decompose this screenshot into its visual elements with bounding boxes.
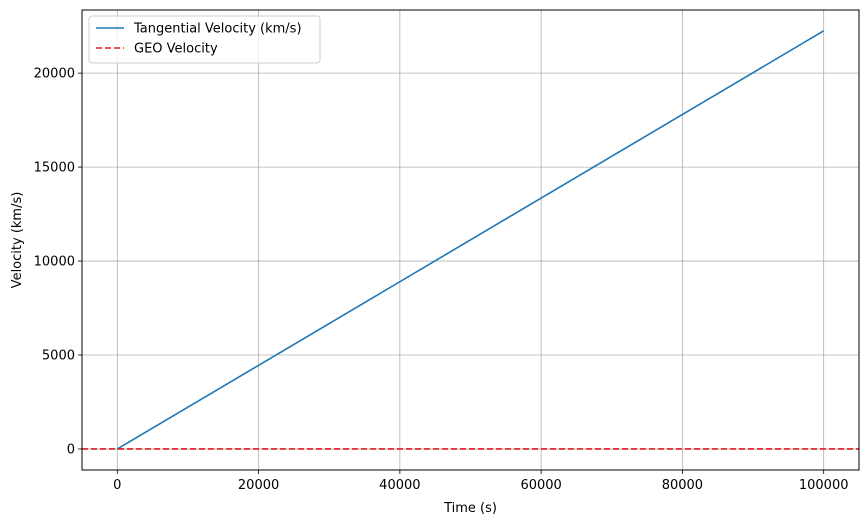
y-tick-label: 20000 [34,67,75,82]
ticks: 0 20000 40000 60000 80000 100000 0 5000 10000 150… [34,67,849,493]
legend-label-tangential-velocity: Tangential Velocity (km/s) [133,22,302,37]
legend: Tangential Velocity (km/s) GEO Velocity [88,15,321,64]
x-tick-label: 40000 [379,478,420,493]
series-layer [82,30,859,450]
series-line-tangential-velocity [116,30,825,450]
y-tick-label: 10000 [34,255,75,270]
y-tick-label: 15000 [34,161,75,176]
x-tick-label: 60000 [520,478,561,493]
y-axis-label: Velocity (km/s) [10,192,25,289]
plot-frame [81,9,860,471]
x-tick-label: 80000 [662,478,703,493]
x-tick-label: 0 [113,478,121,493]
y-tick-label: 5000 [42,349,75,364]
x-axis-label: Time (s) [443,501,497,516]
legend-label-geo-velocity: GEO Velocity [134,42,218,57]
x-tick-label: 20000 [238,478,279,493]
legend-box [88,15,321,64]
x-tick-label: 100000 [799,478,849,493]
y-tick-label: 0 [67,442,75,457]
